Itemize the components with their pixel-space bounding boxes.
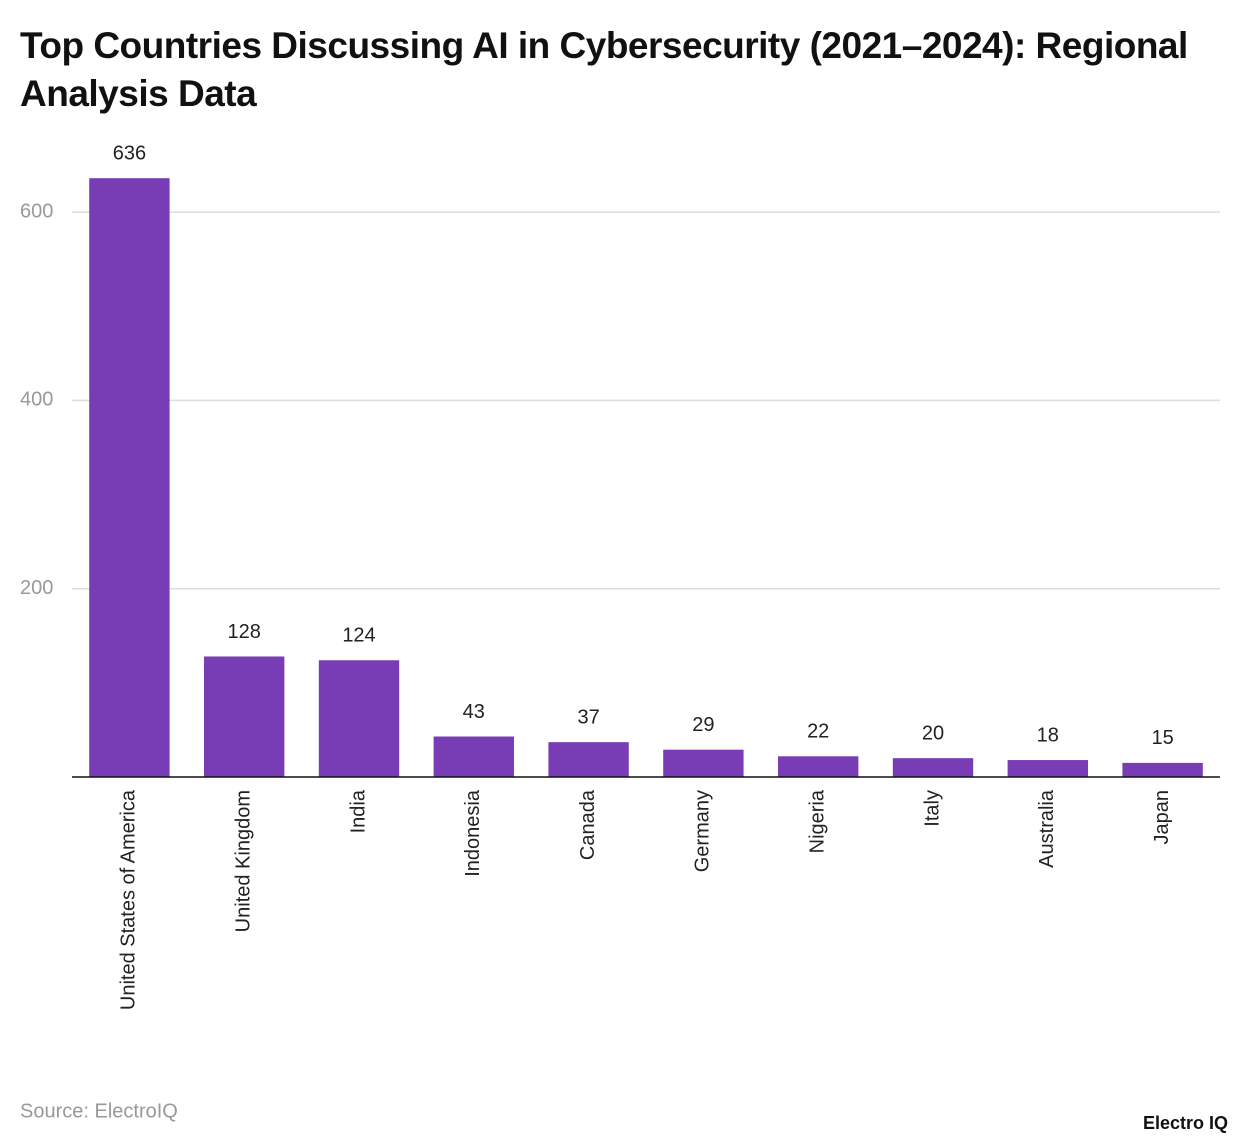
- x-tick-label: United Kingdom: [232, 790, 254, 932]
- bar: [318, 660, 400, 777]
- value-label: 15: [1151, 727, 1173, 749]
- source: Source: ElectroIQ: [20, 1100, 178, 1122]
- bar: [778, 756, 859, 777]
- value-label: 636: [113, 142, 146, 164]
- bar: [663, 749, 744, 777]
- value-label: 128: [228, 621, 261, 643]
- x-tick-label: India: [347, 789, 369, 833]
- x-tick-label: United States of America: [118, 789, 140, 1010]
- value-label: 37: [577, 706, 599, 728]
- y-tick-label: 600: [20, 200, 53, 222]
- x-tick-label: Italy: [921, 790, 943, 827]
- bar: [1122, 762, 1203, 777]
- value-label: 29: [692, 714, 714, 736]
- x-tick-label: Japan: [1151, 790, 1173, 845]
- x-tick-label: Germany: [692, 790, 714, 872]
- value-label: 18: [1037, 724, 1059, 746]
- chart-title: Top Countries Discussing AI in Cybersecu…: [20, 25, 1188, 114]
- brand: Electro IQ: [1143, 1113, 1228, 1133]
- bar: [548, 742, 629, 777]
- bar: [204, 656, 285, 777]
- x-tick-label: Nigeria: [806, 789, 828, 853]
- value-label: 22: [807, 721, 829, 743]
- y-tick-label: 200: [20, 577, 53, 599]
- y-tick-label: 400: [20, 389, 53, 411]
- bar: [1007, 760, 1088, 777]
- bar: [892, 758, 974, 777]
- x-tick-label: Indonesia: [462, 789, 484, 877]
- value-label: 20: [922, 722, 944, 744]
- bar: [89, 178, 170, 778]
- x-tick-label: Australia: [1036, 789, 1058, 868]
- bar: [433, 736, 514, 777]
- x-tick-label: Canada: [577, 789, 599, 860]
- value-label: 43: [463, 701, 485, 723]
- value-label: 124: [342, 625, 375, 647]
